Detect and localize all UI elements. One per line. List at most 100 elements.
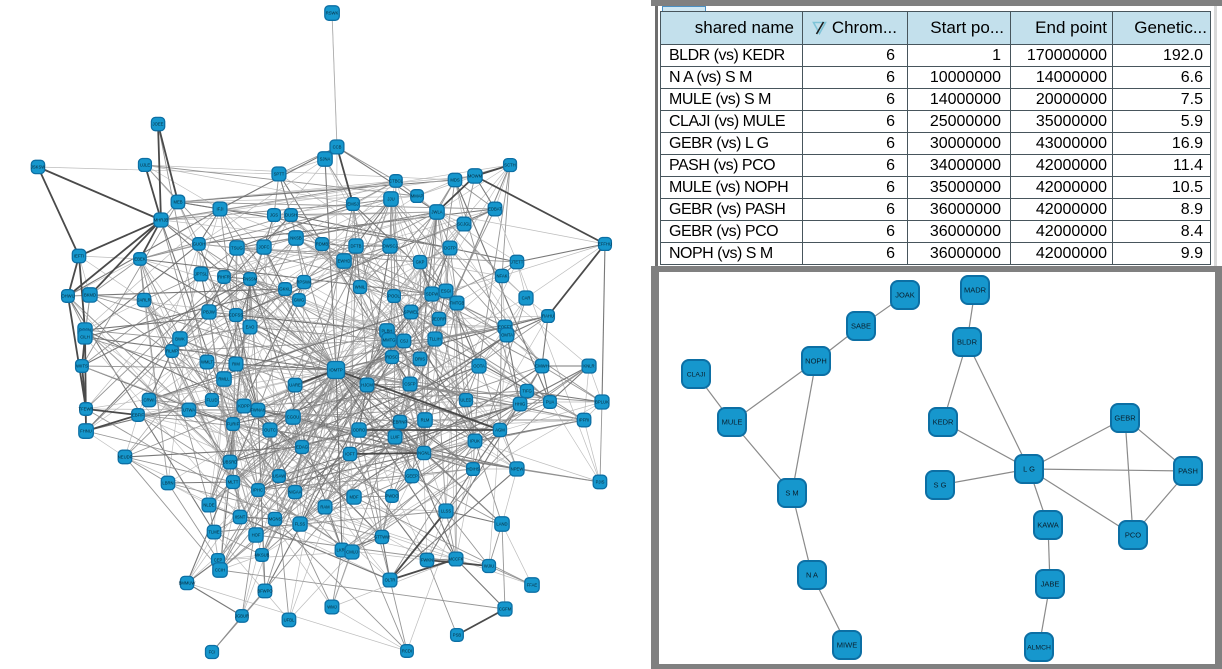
svg-text:DUSH: DUSH [285,213,297,218]
svg-text:IEFTI: IEFTI [74,254,84,259]
svg-text:MDF: MDF [349,495,359,500]
svg-text:LKRP: LKRP [337,548,348,553]
svg-text:USAW: USAW [273,474,285,479]
svg-text:SCTH: SCTH [504,163,515,168]
svg-text:EBEK: EBEK [134,257,145,262]
svg-text:FLUD: FLUD [207,398,218,403]
svg-text:RDSC: RDSC [386,355,398,360]
svg-text:JABE: JABE [1041,580,1060,589]
svg-text:RHFR: RHFR [218,275,230,280]
svg-text:CMWH: CMWH [535,364,549,369]
svg-text:IOMTP: IOMTP [329,368,342,373]
svg-text:JTETT: JTETT [511,260,524,265]
svg-text:PWDO: PWDO [385,494,399,499]
svg-text:MMAP: MMAP [411,194,424,199]
svg-text:CCIH: CCIH [215,568,225,573]
svg-text:RIM: RIM [232,362,240,367]
svg-text:BFWPO: BFWPO [257,589,273,594]
svg-text:TIFG: TIFG [522,389,532,394]
svg-text:RLMP: RLMP [166,349,178,354]
svg-text:PJIS: PJIS [596,480,605,485]
svg-text:CDFSS: CDFSS [229,313,243,318]
svg-text:CEP: CEP [214,558,223,563]
svg-text:UFBL: UFBL [284,618,295,623]
svg-text:TLME: TLME [208,530,219,535]
svg-text:BLDR: BLDR [957,338,978,347]
svg-text:CTBCL: CTBCL [389,179,403,184]
svg-text:KEDR: KEDR [933,418,954,427]
svg-text:MDS: MDS [450,178,460,183]
svg-text:SABE: SABE [851,322,871,331]
svg-text:FLSS: FLSS [295,522,306,527]
svg-text:GUOH: GUOH [193,242,206,247]
svg-text:NIGAA: NIGAA [288,490,301,495]
svg-text:CRWI: CRWI [143,398,154,403]
svg-text:RMLL: RMLL [218,377,230,382]
svg-text:CSFP: CSFP [404,382,415,387]
svg-text:JEORR: JEORR [432,317,446,322]
svg-text:FURIF: FURIF [227,422,240,427]
svg-text:IFJI: IFJI [217,207,224,212]
svg-text:SCJGL: SCJGL [457,222,471,227]
svg-text:DRIS: DRIS [415,357,425,362]
svg-text:FWNAH: FWNAH [250,408,265,413]
svg-text:ODRO: ODRO [353,428,366,433]
svg-text:HDIHS: HDIHS [466,467,479,472]
svg-text:RSWK: RSWK [326,11,339,16]
svg-text:AGM: AGM [495,428,505,433]
svg-text:GTTWW: GTTWW [374,535,390,540]
svg-text:KAWA: KAWA [1037,521,1059,530]
svg-text:RAM: RAM [320,505,330,510]
svg-text:CAR: CAR [522,296,531,301]
svg-text:MLTT: MLTT [228,480,239,485]
svg-text:PCO: PCO [1125,531,1141,540]
svg-text:FWKN: FWKN [421,558,433,563]
svg-text:CCB: CCB [333,145,342,150]
svg-text:JWLA: JWLA [431,210,442,215]
svg-text:IOFT: IOFT [345,452,355,457]
svg-text:HOF: HOF [252,533,261,538]
svg-text:ESGI: ESGI [441,289,451,294]
svg-text:UTWA: UTWA [183,408,195,413]
svg-text:WIITS: WIITS [76,364,88,369]
svg-text:S G: S G [934,481,947,490]
svg-text:IISNT: IISNT [235,515,246,520]
svg-text:EMSJ: EMSJ [347,202,358,207]
svg-text:LUIF: LUIF [390,435,400,440]
svg-text:MGNS: MGNS [269,517,282,522]
svg-text:TLLIH: TLLIH [429,337,440,342]
svg-text:MKSUB: MKSUB [255,553,270,558]
svg-text:CLAJI: CLAJI [687,372,706,379]
svg-text:FNSSM: FNSSM [243,277,258,282]
svg-text:L G: L G [1023,465,1035,474]
svg-text:SDFW: SDFW [426,292,438,297]
svg-text:MADR: MADR [964,286,987,295]
svg-text:N A: N A [806,571,818,580]
svg-text:BMMUW: BMMUW [179,581,196,586]
svg-text:JOFC: JOFC [259,245,270,250]
svg-text:NGNL: NGNL [418,451,430,456]
svg-text:EWHD: EWHD [338,259,351,264]
svg-text:RAHU: RAHU [542,314,554,319]
svg-text:LLSS: LLSS [441,509,451,514]
svg-text:FCI: FCI [209,650,216,655]
svg-text:DGTP: DGTP [444,246,456,251]
svg-text:POOL: POOL [388,294,400,299]
svg-text:OLTR: OLTR [385,578,396,583]
svg-text:JOAK: JOAK [895,291,915,300]
svg-text:GEEP: GEEP [406,474,418,479]
svg-text:IPUK: IPUK [470,439,480,444]
svg-text:MHRJB: MHRJB [154,218,169,223]
svg-text:IPFRI: IPFRI [579,418,590,423]
svg-text:NLDE: NLDE [203,503,214,508]
svg-text:JOEE: JOEE [153,122,164,127]
svg-text:S M: S M [785,489,798,498]
svg-text:KNLR: KNLR [583,364,594,369]
svg-text:NPEW: NPEW [511,467,524,472]
svg-text:JGS: JGS [270,213,278,218]
svg-text:HHIG: HHIG [515,402,525,407]
svg-text:RLM: RLM [421,418,430,423]
svg-text:PBJW: PBJW [203,310,215,315]
svg-text:MCCFK: MCCFK [449,557,464,562]
svg-text:EBFIF: EBFIF [132,413,144,418]
